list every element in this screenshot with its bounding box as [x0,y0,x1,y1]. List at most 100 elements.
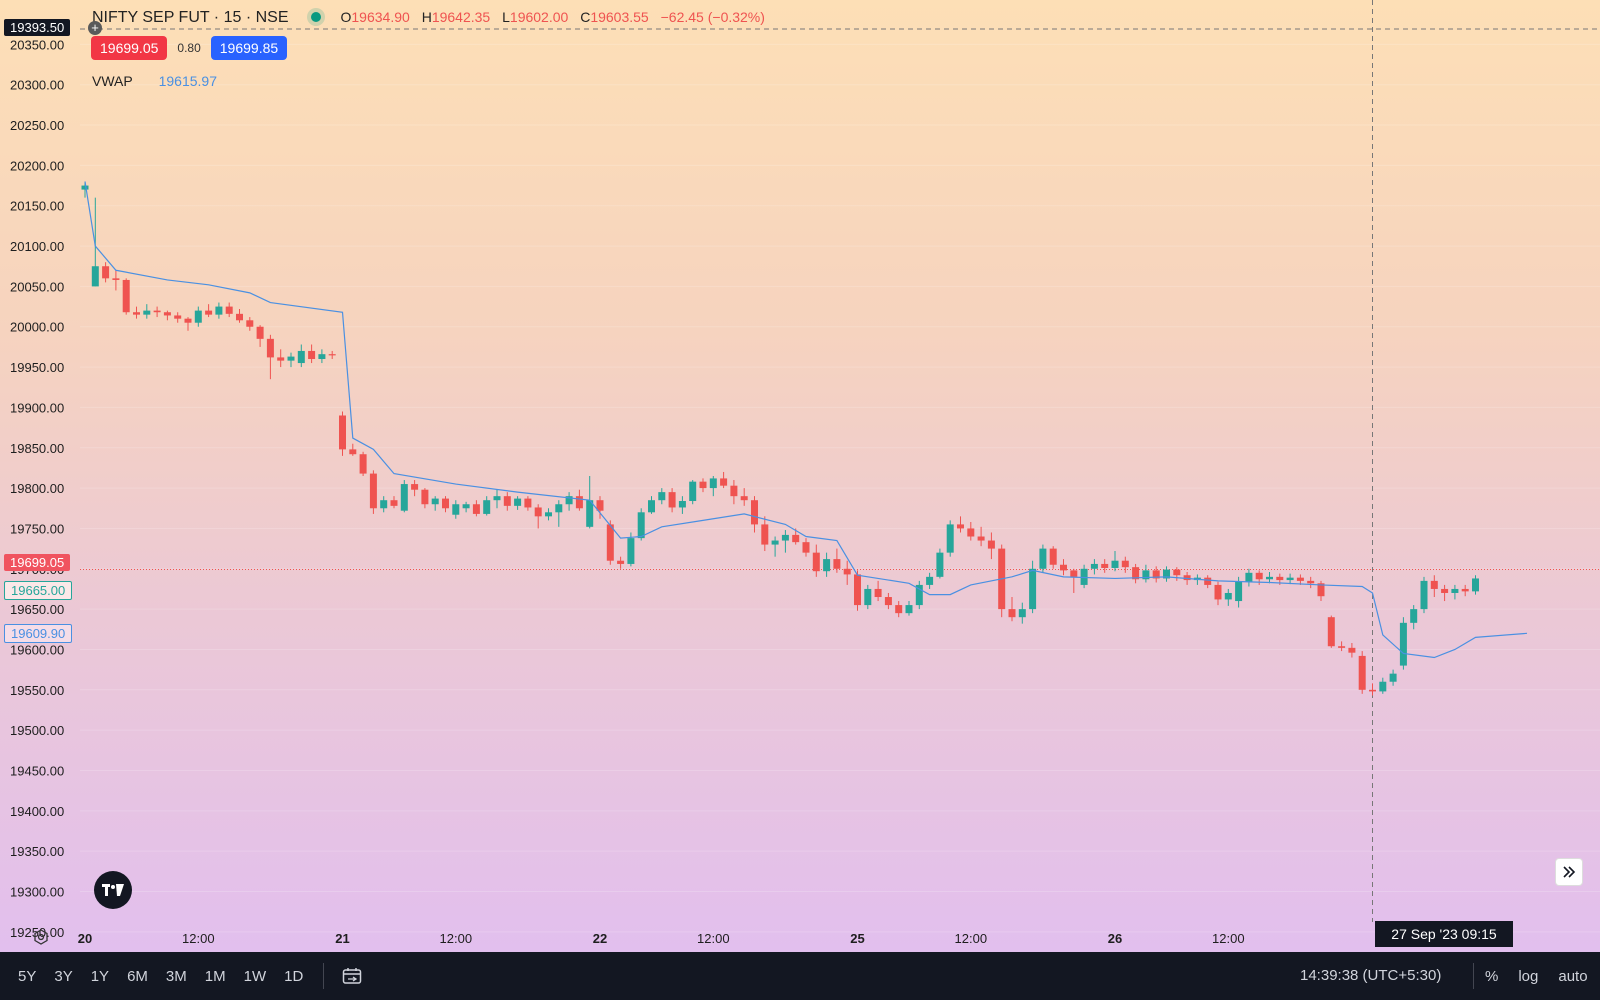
scale-options: % log auto [1485,952,1600,1000]
candle-down [369,473,377,509]
candle-up [1039,548,1047,569]
calendar-icon[interactable] [336,967,368,985]
candle-up [1389,673,1397,682]
scroll-to-realtime-button[interactable] [1555,858,1583,886]
candle-up [1163,569,1170,579]
change-value: −62.45 (−0.32%) [660,9,765,25]
candle-down [1204,577,1212,585]
market-status-icon [310,12,321,22]
y-axis-tick-label: 19550.00 [10,683,64,698]
y-axis-tick-label: 19650.00 [10,602,64,617]
y-axis-tick-label: 19750.00 [10,521,64,536]
candle-up [1451,588,1459,593]
range-3m-button[interactable]: 3M [165,967,187,985]
spread-value: 0.80 [177,41,201,55]
vwap-legend[interactable]: VWAP 19615.97 [92,73,217,89]
candle-down [802,542,810,553]
candle-down [699,481,707,489]
clock-timezone[interactable]: 14:39:38 (UTC+5:30) [1300,967,1442,984]
candle-down [503,496,511,506]
x-axis-tick-label: 12:00 [697,931,730,946]
candle-down [1338,646,1346,648]
candle-down [174,315,182,319]
price-chart[interactable]: 20350.00 20300.00 20250.00 20200.00 20150.00… [0,0,1600,952]
candle-down [122,279,130,313]
candle-down [967,528,975,537]
percent-scale-toggle[interactable]: % [1485,967,1499,985]
sell-button[interactable]: 19699.05 [91,36,168,60]
candle-down [874,588,882,598]
bottom-toolbar: 5Y 3Y 1Y 6M 3M 1M 1W 1D 14:39:38 (UTC+5:… [0,952,1600,1000]
candle-down [987,540,995,549]
y-axis-tick-label: 19800.00 [10,481,64,496]
y-axis-tick-label: 19850.00 [10,441,64,456]
low-value: 19602.00 [509,9,569,25]
range-1m-button[interactable]: 1M [204,967,226,985]
high-key: H [421,9,432,25]
candle-up [1286,577,1294,581]
buy-button[interactable]: 19699.85 [210,36,288,60]
candle-down [884,597,892,606]
candle-down [1183,575,1191,581]
candle-up [1410,609,1418,623]
chart-area[interactable]: 20350.00 20300.00 20250.00 20200.00 20150.00… [0,0,1600,952]
candle-down [1358,655,1366,690]
candle-up [287,356,295,361]
x-axis-tick-label: 22 [593,931,607,946]
candle-down [833,559,841,569]
candle-down [153,310,161,313]
symbol-title[interactable]: NIFTY SEP FUT · 15 · NSE [92,9,289,26]
candle-down [472,504,480,514]
candle-up [297,350,305,364]
candle-down [668,492,676,508]
plus-icon[interactable]: + [88,21,102,35]
candle-down [1317,583,1325,597]
candle-down [359,454,367,474]
candle-up [194,310,202,323]
candle-down [792,534,800,543]
candle-down [977,536,985,541]
y-axis-tick-label: 19400.00 [10,804,64,819]
candle-down [812,552,820,572]
candle-down [308,350,316,360]
range-3y-button[interactable]: 3Y [54,967,73,985]
range-1y-button[interactable]: 1Y [90,967,110,985]
candle-down [751,500,758,525]
range-1d-button[interactable]: 1D [284,967,304,985]
candle-up [586,500,594,527]
candle-up [658,492,666,501]
candle-down [740,496,748,501]
x-axis-tick-label: 12:00 [182,931,215,946]
candle-up [1235,581,1243,602]
symbol-legend[interactable]: NIFTY SEP FUT · 15 · NSE O19634.90 H1964… [92,9,765,27]
candle-up [627,538,635,564]
candle-up [946,524,954,553]
range-6m-button[interactable]: 6M [127,967,148,985]
candle-down [1430,580,1438,589]
candle-up [1080,568,1088,585]
candle-up [926,576,934,585]
range-1w-button[interactable]: 1W [243,967,267,985]
auto-scale-toggle[interactable]: auto [1558,967,1588,985]
log-scale-toggle[interactable]: log [1518,967,1539,985]
y-axis-tick-label: 20000.00 [10,320,64,335]
range-5y-button[interactable]: 5Y [18,967,37,985]
candle-up [781,534,789,541]
tradingview-logo-icon[interactable] [94,871,132,909]
candle-up [462,504,470,509]
y-axis-tick-label: 19300.00 [10,884,64,899]
candle-up [689,481,697,502]
vwap-line [84,181,1528,659]
candle-up [637,512,645,539]
candle-down [256,326,264,339]
candle-down [328,354,336,356]
candle-down [390,500,398,506]
candle-down [1307,580,1315,584]
y-axis-tick-label: 20050.00 [10,279,64,294]
candle-up [400,484,408,511]
candle-down [606,524,614,561]
candle-up [936,552,944,577]
vwap-label[interactable]: VWAP [92,73,133,89]
candle-up [1029,568,1037,610]
candle-down [1152,570,1160,579]
